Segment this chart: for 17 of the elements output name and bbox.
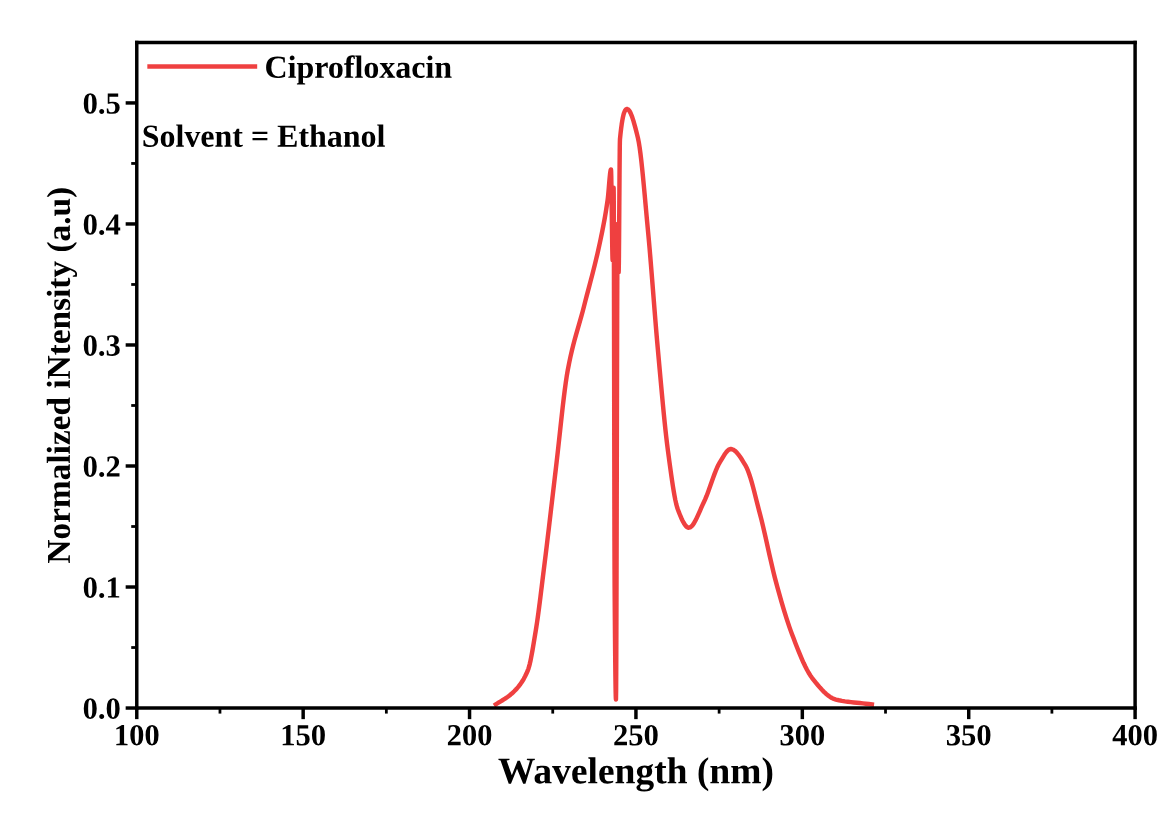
annotation: Solvent = Ethanol [143,124,385,147]
x-tick-label: 150 [282,724,325,746]
x-tick-label: 300 [780,724,825,746]
x-axis-title: Wavelength (nm) [498,757,773,792]
y-axis-title: Normalized iNtensity (a.u) [46,188,78,563]
y-tick-label: 0.4 [83,214,121,235]
x-tick-label: 350 [946,724,991,746]
legend-label: Ciprofloxacin [266,55,452,85]
y-tick-label: 0.1 [83,577,120,599]
y-tick-label: 0.0 [83,698,120,720]
y-tick-label: 0.5 [83,93,120,114]
x-tick-label: 200 [447,724,492,746]
y-tick-label: 0.2 [83,456,120,478]
x-tick-label: 250 [614,724,658,746]
y-tick-label: 0.3 [83,335,120,357]
x-tick-label: 100 [116,724,159,746]
x-tick-label: 400 [1112,724,1157,746]
